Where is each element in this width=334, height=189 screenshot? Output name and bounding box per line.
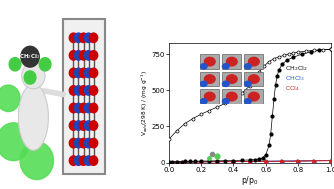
Circle shape bbox=[0, 123, 30, 161]
Ellipse shape bbox=[18, 84, 48, 150]
Circle shape bbox=[85, 103, 93, 113]
Circle shape bbox=[79, 103, 88, 113]
Text: 4: 4 bbox=[324, 21, 328, 26]
Text: !: ! bbox=[327, 11, 332, 20]
Circle shape bbox=[85, 51, 93, 60]
Circle shape bbox=[74, 138, 83, 148]
Text: CHCl$_3$: CHCl$_3$ bbox=[285, 74, 305, 83]
Circle shape bbox=[79, 51, 88, 60]
Circle shape bbox=[200, 81, 207, 87]
Circle shape bbox=[69, 51, 77, 60]
Text: DUT-8(Co): DUT-8(Co) bbox=[292, 33, 329, 40]
Circle shape bbox=[22, 62, 45, 89]
Circle shape bbox=[90, 68, 98, 78]
Circle shape bbox=[21, 46, 39, 67]
Circle shape bbox=[222, 81, 229, 87]
Circle shape bbox=[79, 68, 88, 78]
Circle shape bbox=[20, 142, 53, 180]
Circle shape bbox=[226, 57, 237, 66]
Circle shape bbox=[0, 85, 20, 112]
Text: CHCl: CHCl bbox=[264, 11, 288, 20]
Circle shape bbox=[226, 92, 237, 101]
Bar bbox=[222, 72, 241, 87]
Circle shape bbox=[200, 99, 207, 104]
Circle shape bbox=[248, 75, 259, 83]
Circle shape bbox=[74, 156, 83, 165]
Circle shape bbox=[69, 68, 77, 78]
Circle shape bbox=[39, 58, 51, 71]
Circle shape bbox=[226, 75, 237, 83]
Bar bbox=[200, 54, 219, 69]
Circle shape bbox=[85, 86, 93, 95]
Circle shape bbox=[204, 92, 215, 101]
Text: 3: 3 bbox=[294, 21, 299, 26]
Circle shape bbox=[69, 33, 77, 43]
Circle shape bbox=[222, 99, 229, 104]
Circle shape bbox=[85, 33, 93, 43]
Circle shape bbox=[74, 121, 83, 130]
Circle shape bbox=[79, 121, 88, 130]
Text: , CCl: , CCl bbox=[299, 11, 322, 20]
Circle shape bbox=[74, 68, 83, 78]
Circle shape bbox=[74, 103, 83, 113]
Circle shape bbox=[24, 71, 36, 84]
Circle shape bbox=[90, 33, 98, 43]
Circle shape bbox=[90, 103, 98, 113]
FancyBboxPatch shape bbox=[63, 19, 105, 174]
Bar bbox=[222, 89, 241, 104]
Bar bbox=[200, 72, 219, 87]
Circle shape bbox=[69, 103, 77, 113]
Circle shape bbox=[248, 57, 259, 66]
Circle shape bbox=[69, 156, 77, 165]
Circle shape bbox=[79, 138, 88, 148]
Circle shape bbox=[74, 86, 83, 95]
Circle shape bbox=[90, 156, 98, 165]
Circle shape bbox=[74, 51, 83, 60]
Bar bbox=[200, 89, 219, 104]
Circle shape bbox=[244, 99, 251, 104]
Circle shape bbox=[90, 86, 98, 95]
Circle shape bbox=[200, 64, 207, 69]
X-axis label: p/p$_0$: p/p$_0$ bbox=[241, 174, 259, 187]
Circle shape bbox=[90, 121, 98, 130]
Circle shape bbox=[85, 138, 93, 148]
Circle shape bbox=[244, 64, 251, 69]
Text: CCl$_4$: CCl$_4$ bbox=[285, 84, 300, 93]
Circle shape bbox=[204, 57, 215, 66]
Text: ACCESS DENIED for: ACCESS DENIED for bbox=[174, 11, 260, 20]
Circle shape bbox=[90, 51, 98, 60]
Circle shape bbox=[90, 138, 98, 148]
Circle shape bbox=[85, 68, 93, 78]
Circle shape bbox=[69, 138, 77, 148]
Bar bbox=[244, 54, 263, 69]
Bar bbox=[244, 72, 263, 87]
Circle shape bbox=[248, 92, 259, 101]
Circle shape bbox=[69, 121, 77, 130]
Circle shape bbox=[85, 156, 93, 165]
Text: CH$_2$Cl$_2$: CH$_2$Cl$_2$ bbox=[19, 52, 41, 61]
Circle shape bbox=[85, 121, 93, 130]
Y-axis label: V$_{ads}$(298 K) / (mg g$^{-1}$): V$_{ads}$(298 K) / (mg g$^{-1}$) bbox=[139, 70, 150, 136]
Circle shape bbox=[74, 33, 83, 43]
Circle shape bbox=[79, 156, 88, 165]
Text: CH$_2$Cl$_2$: CH$_2$Cl$_2$ bbox=[285, 64, 308, 73]
Circle shape bbox=[204, 75, 215, 83]
Circle shape bbox=[222, 64, 229, 69]
Circle shape bbox=[9, 58, 21, 71]
Circle shape bbox=[79, 86, 88, 95]
Circle shape bbox=[244, 81, 251, 87]
Circle shape bbox=[69, 86, 77, 95]
Bar bbox=[244, 89, 263, 104]
Circle shape bbox=[79, 33, 88, 43]
Bar bbox=[222, 54, 241, 69]
